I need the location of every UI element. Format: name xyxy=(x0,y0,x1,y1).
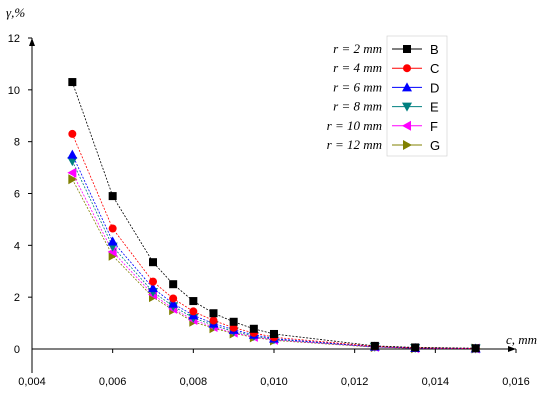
legend-box xyxy=(386,35,448,157)
legend-item-B: r = 2 mm B xyxy=(333,41,439,57)
data-point xyxy=(402,120,411,131)
legend-item-F: r = 10 mm F xyxy=(327,118,438,134)
data-point xyxy=(68,174,78,185)
legend-parameter-label: r = 10 mm xyxy=(327,118,382,133)
series-line xyxy=(71,160,476,349)
data-point xyxy=(149,258,157,267)
legend-parameter-label: r = 2 mm xyxy=(333,41,382,56)
data-point xyxy=(169,294,178,303)
legend-item-G: r = 12 mm G xyxy=(327,137,440,153)
axes: 0 2 4 6 8 10 12 0,004 0,006 0,008 0,010 0,012 0,014 0… xyxy=(8,33,530,388)
data-point xyxy=(229,317,238,326)
data-point xyxy=(148,283,158,293)
x-axis-title: c, mm xyxy=(506,332,537,347)
x-tick-label: 0,004 xyxy=(18,376,46,388)
data-point xyxy=(107,236,118,246)
data-point xyxy=(209,309,218,318)
data-point xyxy=(108,192,117,201)
legend-series-label: D xyxy=(430,80,439,95)
y-tick-label: 10 xyxy=(8,85,20,97)
data-point xyxy=(270,329,278,338)
data-point xyxy=(149,277,157,286)
series-F xyxy=(67,167,480,354)
data-point xyxy=(67,167,77,178)
legend-series-label: E xyxy=(430,100,439,115)
legend-item-C: r = 4 mm C xyxy=(333,60,439,76)
legend-item-E: r = 8 mm E xyxy=(333,99,439,115)
y-tick-label: 6 xyxy=(14,189,20,201)
series-layer xyxy=(67,78,481,354)
data-point xyxy=(107,246,117,257)
data-point xyxy=(68,129,77,138)
y-tick-label: 4 xyxy=(14,240,20,252)
legend-series-label: B xyxy=(430,42,439,57)
data-point xyxy=(169,280,178,289)
data-point xyxy=(68,78,77,87)
data-point xyxy=(370,341,379,350)
data-point xyxy=(403,45,411,53)
legend-parameter-label: r = 4 mm xyxy=(333,60,382,75)
legend-series-label: G xyxy=(430,138,440,153)
y-tick-label: 2 xyxy=(14,292,20,304)
data-point xyxy=(411,343,420,352)
data-point xyxy=(189,297,198,306)
legend-series-label: C xyxy=(430,61,439,76)
data-point xyxy=(67,149,78,159)
series-line xyxy=(71,133,476,349)
data-point xyxy=(471,344,480,353)
legend-item-D: r = 6 mm D xyxy=(333,79,439,95)
series-line xyxy=(71,154,476,349)
x-axis-arrow xyxy=(508,346,516,352)
data-point xyxy=(168,298,179,308)
data-point xyxy=(402,82,412,92)
data-point xyxy=(108,224,117,233)
series-line xyxy=(71,179,476,349)
x-tick-label: 0,010 xyxy=(260,376,288,388)
legend-parameter-label: r = 8 mm xyxy=(333,99,382,114)
x-tick-label: 0,012 xyxy=(341,376,369,388)
x-tick-label: 0,006 xyxy=(99,376,127,388)
series-E xyxy=(67,157,481,354)
legend: r = 2 mm Br = 4 mm Cr = 6 mm Dr = 8 mm Er = … xyxy=(327,35,448,157)
data-point xyxy=(403,140,412,150)
series-line xyxy=(71,172,476,349)
x-tick-label: 0,016 xyxy=(502,376,530,388)
series-C xyxy=(68,129,480,353)
y-axis-title: γ,% xyxy=(6,5,25,20)
legend-parameter-label: r = 6 mm xyxy=(333,79,382,94)
data-point xyxy=(403,64,411,73)
y-tick-label: 0 xyxy=(14,344,20,356)
data-point xyxy=(209,316,218,325)
data-point xyxy=(249,324,258,333)
series-G xyxy=(68,174,481,354)
y-tick-label: 12 xyxy=(8,33,20,45)
y-tick-label: 8 xyxy=(14,137,20,149)
legend-series-label: F xyxy=(430,119,438,134)
data-point xyxy=(189,307,198,316)
legend-parameter-label: r = 12 mm xyxy=(327,137,382,152)
series-B xyxy=(68,78,480,353)
x-tick-label: 0,008 xyxy=(180,376,208,388)
x-tick-label: 0,014 xyxy=(422,376,450,388)
data-point xyxy=(402,102,412,112)
y-axis-arrow xyxy=(29,38,35,46)
